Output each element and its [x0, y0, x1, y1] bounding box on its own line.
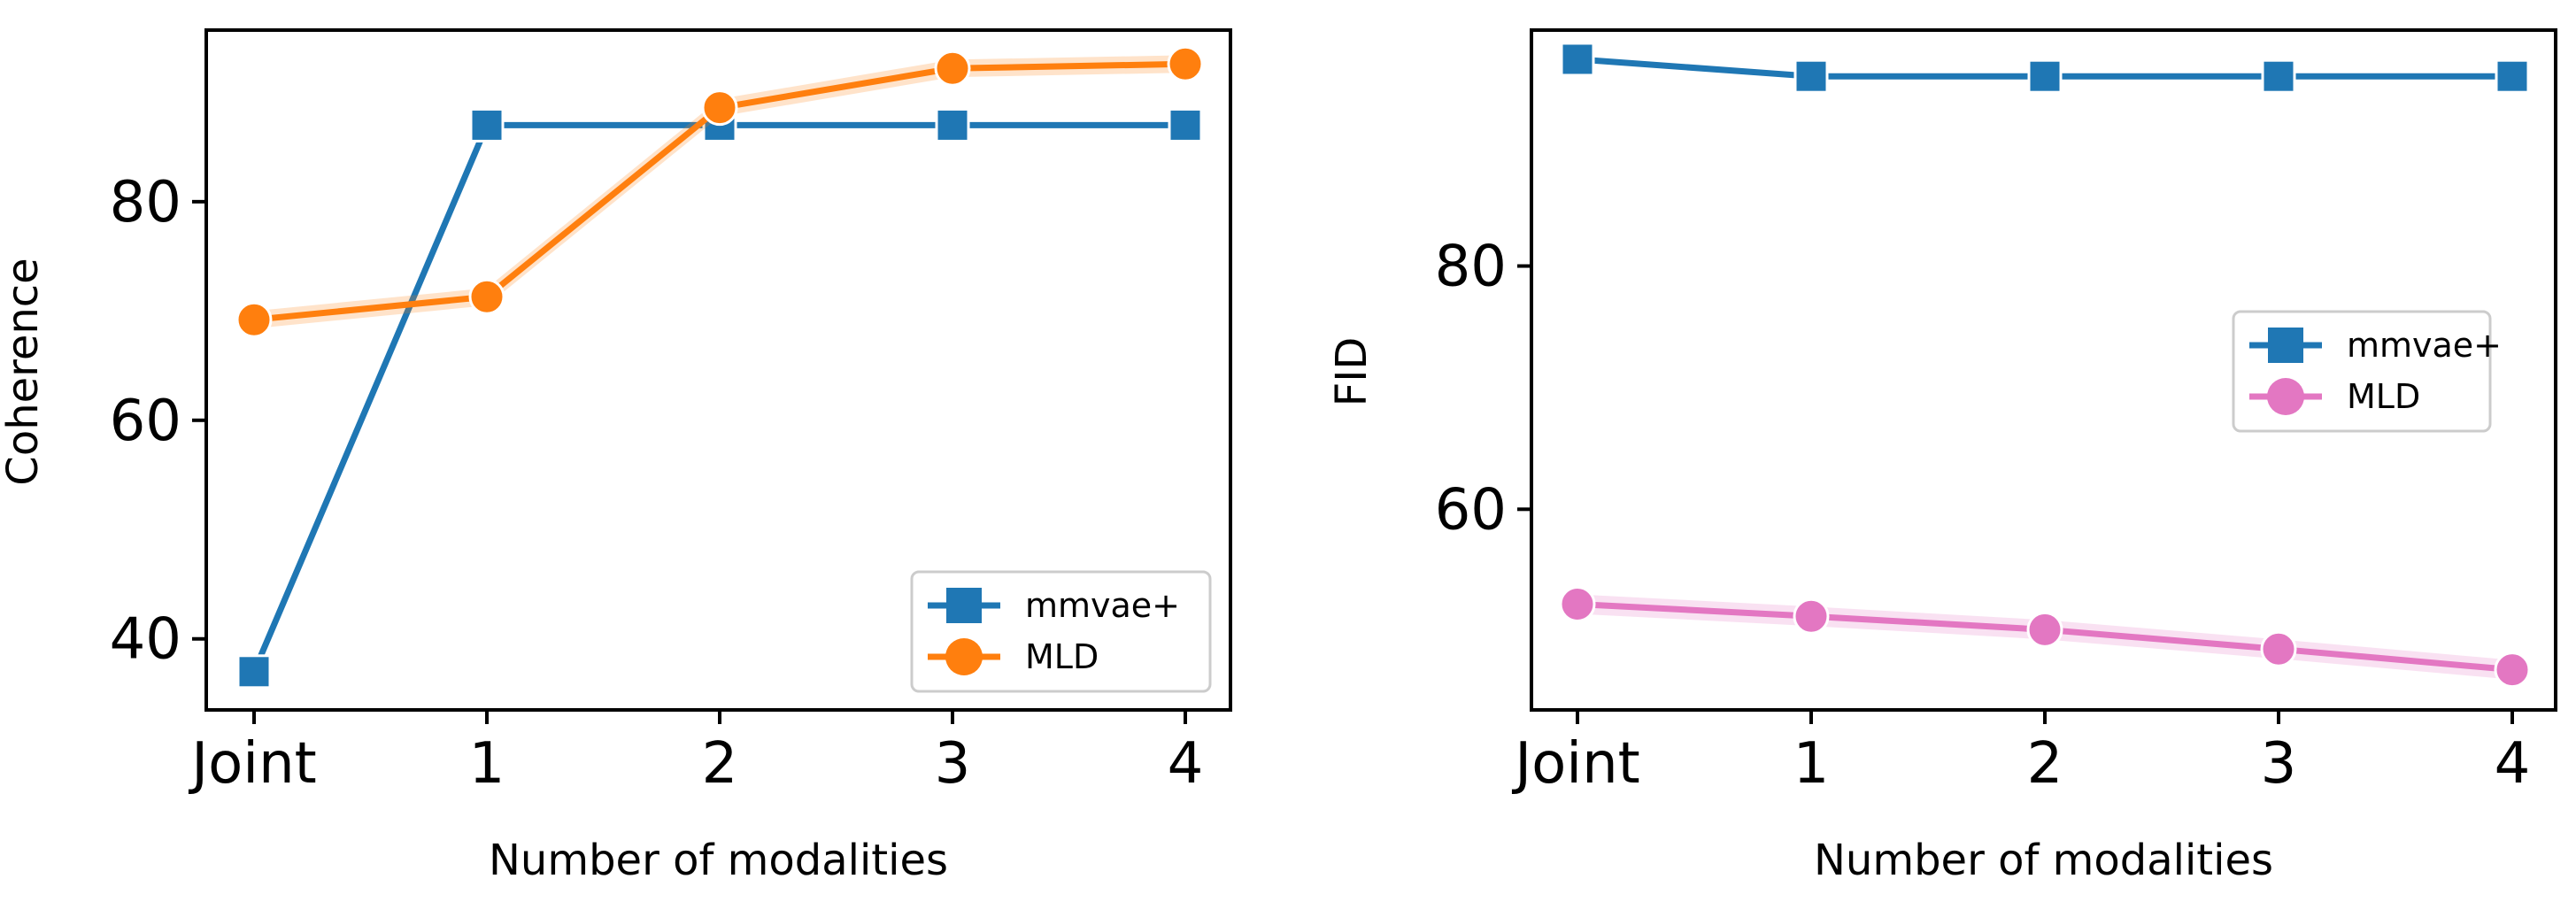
series-mld: [235, 45, 1204, 338]
x-tick-label: 2: [2027, 731, 2063, 797]
y-axis-title: FID: [1327, 337, 1377, 407]
x-axis-title: Number of modalities: [489, 836, 948, 885]
x-tick-label: Joint: [188, 731, 316, 797]
legend: mmvae+ MLD: [910, 570, 1212, 693]
y-tick-label: 60: [110, 389, 181, 454]
y-axis-title: Coherence: [0, 258, 48, 485]
y-tick-label: 80: [110, 170, 181, 235]
x-tick-label: 4: [2495, 731, 2531, 797]
data-point: [2495, 58, 2530, 94]
chart-1: Joint 1 2 3 4 40 60 80 Number of modalities Coher…: [0, 28, 1232, 885]
y-tick-label: 60: [1435, 477, 1507, 543]
data-point: [2260, 630, 2297, 667]
y-tick-label: 40: [110, 607, 181, 673]
x-axis-title: Number of modalities: [1814, 836, 2273, 885]
data-point: [934, 50, 971, 87]
data-point: [1559, 585, 1596, 622]
data-point: [468, 278, 505, 315]
legend-marker: [2267, 378, 2304, 415]
data-point: [2494, 651, 2531, 689]
legend-item-mld: MLD: [2249, 377, 2420, 416]
x-tick-label: 1: [1793, 731, 1830, 797]
x-tick-label: 2: [702, 731, 738, 797]
data-point: [701, 89, 738, 127]
data-point: [2027, 58, 2063, 94]
data-point: [1793, 58, 1829, 94]
data-point: [1167, 45, 1204, 82]
data-point: [2026, 611, 2063, 648]
legend-item-mmvae-: mmvae+: [928, 586, 1180, 625]
data-point: [935, 107, 970, 143]
legend-label: mmvae+: [2347, 326, 2502, 365]
data-point: [469, 107, 505, 143]
legend-box: [910, 570, 1212, 693]
x-tick-label: 3: [935, 731, 971, 797]
x-tick-label: 1: [469, 731, 505, 797]
legend-label: MLD: [2347, 377, 2420, 416]
legend-item-mld: MLD: [928, 637, 1099, 676]
chart-2: Joint 1 2 3 4 60 80 Number of modalities FID mmva…: [1327, 28, 2557, 885]
data-point: [1793, 597, 1830, 635]
legend-label: MLD: [1025, 637, 1099, 676]
legend-marker: [946, 588, 982, 623]
y-tick-label: 80: [1435, 235, 1507, 300]
legend: mmvae+ MLD: [2232, 310, 2502, 433]
data-point: [1560, 42, 1595, 77]
legend-label: mmvae+: [1025, 586, 1180, 625]
x-tick-label: 4: [1168, 731, 1204, 797]
series-mld: [1559, 585, 2531, 689]
legend-marker: [2268, 328, 2303, 363]
x-tick-label: Joint: [1511, 731, 1639, 797]
series-mmvae-: [1560, 42, 2530, 94]
data-point: [2261, 58, 2296, 94]
x-tick-label: 3: [2261, 731, 2297, 797]
data-point: [1168, 107, 1203, 143]
legend-marker: [945, 638, 983, 675]
data-point: [236, 654, 272, 690]
data-point: [235, 301, 273, 338]
legend-item-mmvae-: mmvae+: [2249, 326, 2502, 365]
